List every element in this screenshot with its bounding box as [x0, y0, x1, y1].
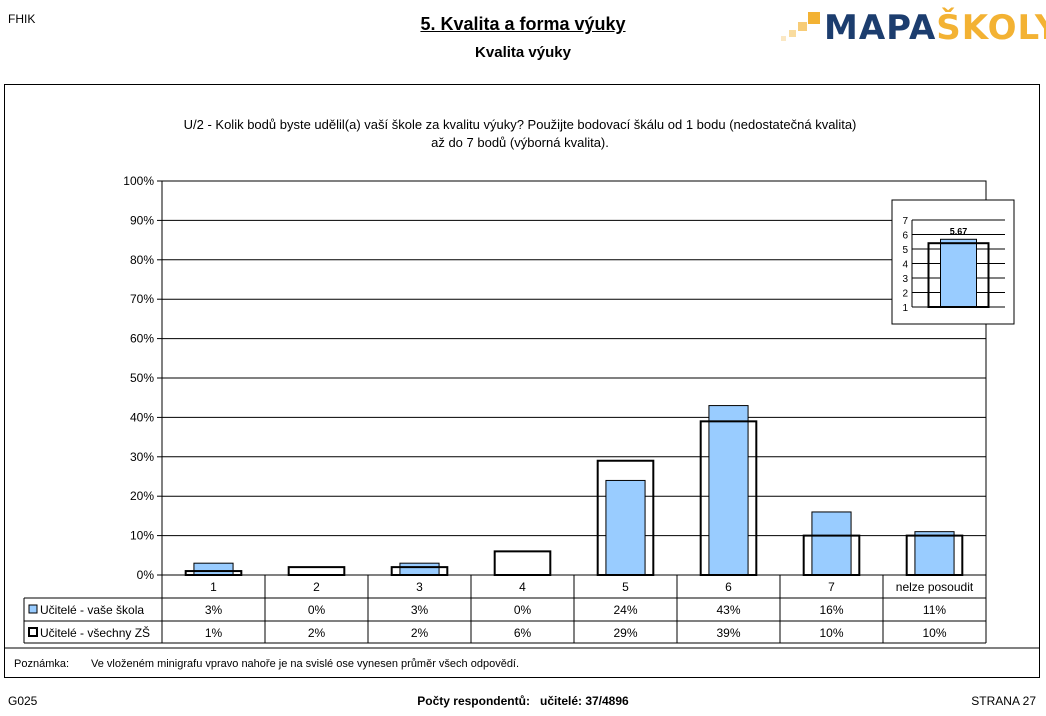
- bar-vase-skola: [914, 531, 955, 576]
- bar-vsechny-zs: [287, 566, 346, 576]
- y-tick-label: 30%: [130, 450, 154, 464]
- data-label-vase-skola: 43%: [716, 603, 740, 617]
- data-label-vsechny-zs: 10%: [922, 626, 946, 640]
- data-label-vsechny-zs: 10%: [819, 626, 843, 640]
- bar-vsechny-zs: [596, 459, 655, 576]
- y-tick-label: 100%: [123, 174, 154, 188]
- data-label-vsechny-zs: 2%: [308, 626, 326, 640]
- logo-text-skoly: ŠKOLY: [936, 8, 1046, 48]
- data-label-vsechny-zs: 2%: [411, 626, 429, 640]
- mini-bar-vase-skola: [940, 238, 977, 308]
- page-subtitle: Kvalita výuky: [475, 44, 571, 61]
- mini-y-tick-label: 6: [902, 231, 908, 242]
- report-code: FHIK: [8, 12, 36, 26]
- question-line-2: až do 7 bodů (výborná kvalita).: [431, 135, 609, 150]
- legend-label-vsechny-zs: Učitelé - všechny ZŠ: [40, 625, 150, 640]
- mini-value-label: 5.67: [950, 226, 968, 236]
- x-category-label: 3: [416, 580, 423, 594]
- page-title: 5. Kvalita a forma výuky: [0, 14, 1046, 35]
- data-label-vsechny-zs: 29%: [613, 626, 637, 640]
- data-label-vsechny-zs: 1%: [205, 626, 223, 640]
- y-tick-label: 90%: [130, 213, 154, 227]
- footer-respondents: Počty respondentů: učitelé: 37/4896: [0, 694, 1046, 708]
- page-title-text: 5. Kvalita a forma výuky: [420, 14, 626, 34]
- x-category-label: 5: [622, 580, 629, 594]
- data-label-vase-skola: 24%: [613, 603, 637, 617]
- mini-y-tick-label: 7: [902, 216, 908, 227]
- data-label-vase-skola: 3%: [205, 603, 223, 617]
- footer-respondents-value: učitelé: 37/4896: [539, 694, 629, 708]
- y-tick-label: 50%: [130, 371, 154, 385]
- bar-vsechny-zs: [390, 566, 449, 576]
- mini-y-tick-label: 5: [902, 245, 908, 256]
- footer-code: G025: [8, 694, 38, 708]
- mini-y-tick-label: 3: [902, 274, 908, 285]
- mini-bar-vsechny-zs: [927, 242, 990, 308]
- y-tick-label: 60%: [130, 332, 154, 346]
- y-tick-label: 40%: [130, 410, 154, 424]
- footer-respondents-label: Počty respondentů:: [417, 694, 530, 708]
- y-tick-label: 20%: [130, 489, 154, 503]
- data-label-vase-skola: 0%: [514, 603, 532, 617]
- bar-vsechny-zs: [493, 550, 552, 576]
- note-text: Ve vloženém minigrafu vpravo nahoře je n…: [91, 658, 520, 670]
- logo-squares-icon: [781, 12, 820, 41]
- legend-swatch-vase-skola: [28, 604, 38, 614]
- question-text: U/2 - Kolik bodů byste udělil(a) vaší šk…: [120, 116, 920, 152]
- y-tick-label: 10%: [130, 529, 154, 543]
- bar-vsechny-zs: [184, 570, 243, 576]
- x-category-label: 7: [828, 580, 835, 594]
- bar-vsechny-zs: [905, 534, 964, 576]
- data-label-vase-skola: 3%: [411, 603, 429, 617]
- data-label-vase-skola: 0%: [308, 603, 326, 617]
- data-label-vsechny-zs: 39%: [716, 626, 740, 640]
- mini-y-tick-label: 1: [902, 303, 908, 314]
- bar-vase-skola: [193, 562, 234, 576]
- note: Poznámka: Ve vloženém minigrafu vpravo na…: [14, 658, 519, 670]
- bar-vsechny-zs: [699, 420, 758, 576]
- y-tick-label: 80%: [130, 253, 154, 267]
- y-tick-label: 0%: [137, 568, 155, 582]
- bar-vase-skola: [708, 405, 749, 576]
- mini-y-tick-label: 2: [902, 289, 908, 300]
- data-label-vase-skola: 11%: [923, 603, 946, 617]
- legend-label-vase-skola: Učitelé - vaše škola: [40, 603, 144, 617]
- legend-swatch-vsechny-zs: [28, 627, 38, 637]
- x-category-label: nelze posoudit: [896, 580, 974, 594]
- x-category-label: 1: [210, 580, 217, 594]
- x-category-label: 6: [725, 580, 732, 594]
- x-category-label: 4: [519, 580, 526, 594]
- chart-frame: [4, 84, 1040, 678]
- bar-vsechny-zs: [802, 534, 861, 576]
- note-label: Poznámka:: [14, 658, 70, 670]
- x-category-label: 2: [313, 580, 320, 594]
- bar-vase-skola: [605, 479, 646, 576]
- mini-y-tick-label: 4: [902, 260, 908, 271]
- data-label-vsechny-zs: 6%: [514, 626, 532, 640]
- y-tick-label: 70%: [130, 292, 154, 306]
- logo-text-mapa: MAPA: [824, 8, 937, 48]
- mapaskoly-logo: MAPAŠKOLY: [778, 8, 1046, 48]
- question-line-1: U/2 - Kolik bodů byste udělil(a) vaší šk…: [183, 117, 857, 132]
- page-number: STRANA 27: [971, 694, 1036, 708]
- bar-vase-skola: [811, 511, 852, 576]
- bar-vase-skola: [399, 562, 440, 576]
- data-label-vase-skola: 16%: [819, 603, 843, 617]
